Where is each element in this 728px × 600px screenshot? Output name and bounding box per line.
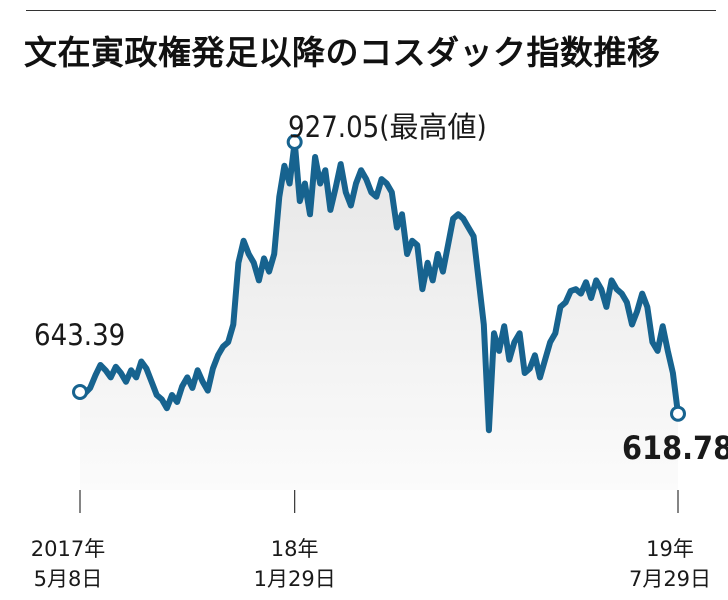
chart-title: 文在寅政権発足以降のコスダック指数推移: [24, 33, 661, 72]
x-tick-label-date: 7月29日: [629, 567, 711, 591]
x-tick-label-year: 18年: [271, 537, 319, 561]
peak-point-marker: [286, 134, 303, 150]
peak-value-label: 927.05(最高値): [288, 110, 487, 144]
start-point-marker: [72, 384, 88, 400]
x-tick-label-year: 2017年: [31, 537, 105, 561]
top-rule: [26, 10, 716, 11]
series-line: [77, 139, 681, 434]
x-tick-label-date: 1月29日: [254, 567, 336, 591]
start-value-label: 643.39: [34, 318, 125, 352]
x-tick-label-year: 19年: [646, 537, 694, 561]
end-point-marker: [670, 405, 686, 422]
end-value-label: 618.78: [622, 429, 728, 467]
area-fill: [80, 142, 678, 490]
x-tick-label-date: 5月8日: [34, 567, 103, 591]
